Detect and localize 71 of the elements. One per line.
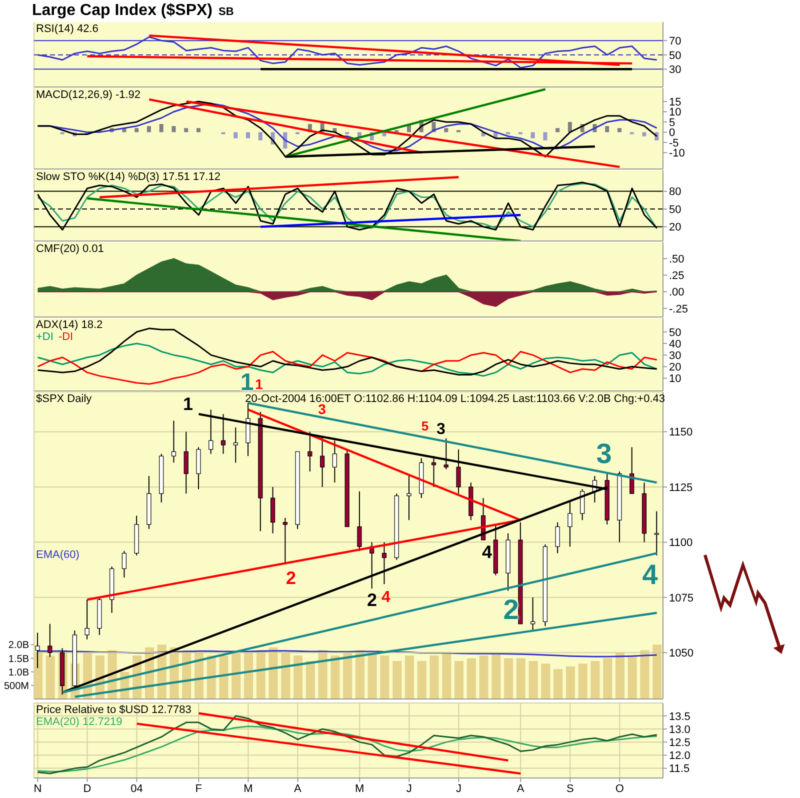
y2-tick-label: 2.0B [8, 640, 30, 652]
annotation: 2 [286, 568, 296, 588]
y-tick-label: 10 [669, 373, 682, 386]
y-tick-label: 15 [669, 96, 682, 108]
y-tick-label: 70 [669, 35, 682, 48]
y-tick-label: 50 [669, 326, 682, 339]
y-tick-label: .00 [669, 286, 684, 299]
annotation: 1 [182, 394, 194, 414]
y-tick-label: 1125 [669, 482, 693, 494]
x-tick-label: F [195, 782, 202, 795]
text: EMA(20) 12.7219 [36, 716, 122, 728]
y-tick-label: 13.5 [669, 710, 690, 723]
chart-title: $SPX Daily [36, 393, 92, 405]
x-tick-label: D [83, 782, 92, 795]
y-tick-label: -5 [669, 137, 679, 150]
x-tick-label: M [355, 782, 364, 795]
annotation: 5 [421, 418, 429, 434]
y-tick-label: 1100 [669, 537, 693, 550]
x-tick-label: A [294, 782, 302, 795]
y-tick-label: 1150 [669, 426, 693, 439]
chart-title: CMF(20) 0.01 [36, 243, 104, 255]
y2-tick-label: 1.0B [8, 667, 30, 678]
y-tick-label: 1075 [669, 592, 694, 604]
annotation: 2 [366, 590, 378, 610]
annotation: 3 [436, 421, 446, 438]
y-tick-label: 12.5 [669, 736, 690, 749]
annotation: 1 [255, 376, 263, 392]
x-tick-label: M [244, 782, 253, 795]
chart-title: Slow STO %K(14) %D(3) 17.51 17.12 [36, 171, 220, 183]
y-tick-label: .25 [669, 270, 684, 282]
y-tick-label: -.25 [669, 303, 688, 316]
x-tick-label: O [615, 782, 624, 795]
y-tick-label: 11.5 [669, 763, 690, 776]
y-tick-label: 0 [669, 127, 676, 140]
x-tick-label: J [456, 782, 462, 795]
y2-tick-label: 1.5B [8, 654, 30, 665]
series-label: +DI [36, 331, 54, 343]
y-tick-label: 30 [669, 64, 682, 76]
annotation: 3 [596, 438, 612, 469]
annotation: RSI(14) 42.6 [36, 23, 98, 35]
y-tick-label: 20 [669, 362, 682, 374]
x-tick-label: 04 [130, 782, 143, 795]
annotation: 4 [482, 542, 492, 562]
y-tick-label: 5 [669, 116, 676, 129]
y-tick-label: 20 [669, 222, 682, 234]
chart-title: Large Cap Index ($SPX) [32, 2, 212, 19]
y-tick-label: 30 [669, 350, 682, 362]
annotation: 2 [503, 594, 519, 625]
chart-title: MACD(12,26,9) -1.92 [36, 89, 141, 101]
annotation: 4 [642, 559, 658, 590]
chart-title: Price Relative to $USD 12.7783 [36, 704, 192, 716]
y-tick-label: 50 [669, 50, 682, 62]
x-tick-label: A [516, 782, 525, 795]
x-tick-label: J [406, 782, 412, 795]
y-tick-label: 80 [669, 186, 682, 198]
y-tick-label: 50 [669, 204, 682, 216]
y-tick-label: .50 [669, 254, 684, 266]
y-tick-label: -10 [669, 148, 685, 160]
series-label: -DI [58, 331, 74, 343]
text: EMA(60) [36, 549, 80, 561]
chart-subtitle: SB [218, 6, 234, 18]
annotation: 4 [382, 589, 390, 606]
y2-tick-label: 500M [4, 680, 29, 692]
y-tick-label: 10 [669, 106, 682, 119]
y-tick-label: 40 [669, 338, 682, 350]
y-tick-label: 12.0 [669, 750, 690, 762]
y-tick-label: 1050 [669, 648, 694, 660]
x-tick-label: N [34, 782, 42, 795]
x-tick-label: S [566, 782, 574, 795]
y-tick-label: 13.0 [669, 724, 690, 736]
chart-title: ADX(14) 18.2 [36, 319, 103, 331]
